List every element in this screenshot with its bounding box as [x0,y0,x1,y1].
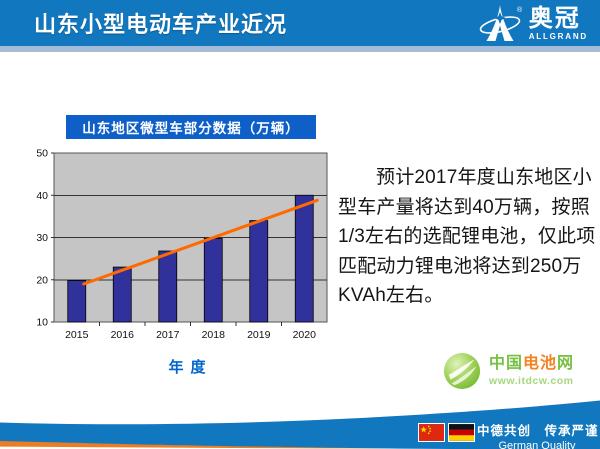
svg-text:2015: 2015 [65,329,89,341]
bar-chart: 10 20 30 40 50 2015 2016 2017 2018 2019 2020 [36,148,328,341]
allgrand-name-en: ALLGRAND [528,32,588,41]
footer-slogan: 中德共创 传承严谨 German Quality [477,420,599,449]
allgrand-wordmark: 奥冠 ALLGRAND [529,7,588,41]
svg-text:40: 40 [36,190,48,202]
footer-slogan-en: German Quality [498,440,576,449]
allgrand-a-star-icon: ® [479,5,523,41]
battery-net-globe-icon [443,352,481,390]
battery-net-logo: 中国电池网 www.itdcw.com [443,352,574,390]
allgrand-logo: ® 奥冠 ALLGRAND [479,4,588,44]
footer-slogan-cn: 中德共创 传承严谨 [477,424,599,438]
header-divider [0,46,600,52]
registered-mark: ® [517,6,523,14]
svg-text:2020: 2020 [293,329,317,341]
svg-text:20: 20 [36,274,48,286]
page-title: 山东小型电动车产业近况 [34,12,288,37]
china-flag-icon [418,423,445,442]
svg-text:10: 10 [36,317,48,329]
allgrand-name-cn: 奥冠 [528,5,581,32]
footer-orange-swoosh [0,440,428,449]
x-axis-title: 年度 [168,359,213,376]
svg-text:30: 30 [36,232,48,244]
svg-text:2018: 2018 [202,329,226,341]
battery-net-wordmark: 中国电池网 www.itdcw.com [489,355,574,387]
svg-text:2019: 2019 [247,329,271,341]
germany-flag-icon [448,423,475,442]
svg-text:50: 50 [36,148,48,160]
svg-text:2016: 2016 [111,329,135,341]
chart-title: 山东地区微型车部分数据（万辆） [66,115,316,139]
flags [418,423,475,442]
battery-net-url: www.itdcw.com [489,374,574,387]
analysis-text: 预计2017年度山东地区小型车产量将达到40万辆，按照1/3左右的选配锂电池，仅… [338,167,596,306]
battery-net-name: 中国电池网 [489,355,575,373]
svg-text:2017: 2017 [156,329,180,341]
